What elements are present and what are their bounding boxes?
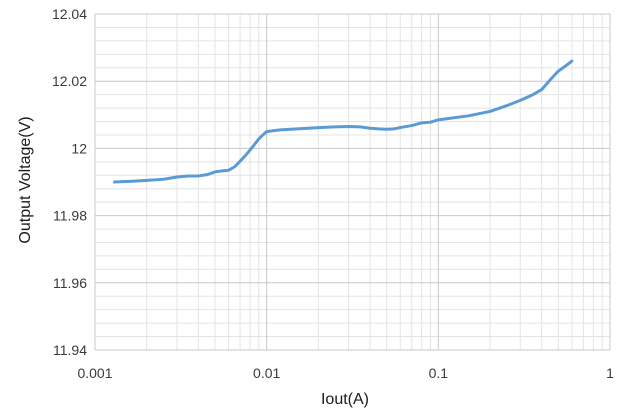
tick-labels: 0.001 0.01 0.1 1 11.94 11.96 11.98 12 12.02 12.04 xyxy=(52,6,614,381)
y-tick-label: 11.94 xyxy=(53,342,87,358)
minor-gridlines xyxy=(95,14,610,350)
y-tick-label: 12.02 xyxy=(52,73,87,89)
x-axis-title: Iout(A) xyxy=(321,391,369,408)
y-tick-label: 11.96 xyxy=(53,275,87,291)
x-tick-label: 0.1 xyxy=(429,365,449,381)
x-tick-label: 0.001 xyxy=(77,365,112,381)
y-axis-title: Output Voltage(V) xyxy=(17,116,34,243)
x-tick-label: 0.01 xyxy=(253,365,280,381)
y-tick-label: 11.98 xyxy=(53,208,87,224)
series-line xyxy=(113,59,574,184)
major-gridlines xyxy=(94,13,611,351)
y-tick-label: 12.04 xyxy=(52,6,87,22)
y-tick-label: 12 xyxy=(71,140,87,156)
x-tick-label: 1 xyxy=(606,365,614,381)
series-layer xyxy=(113,59,574,184)
